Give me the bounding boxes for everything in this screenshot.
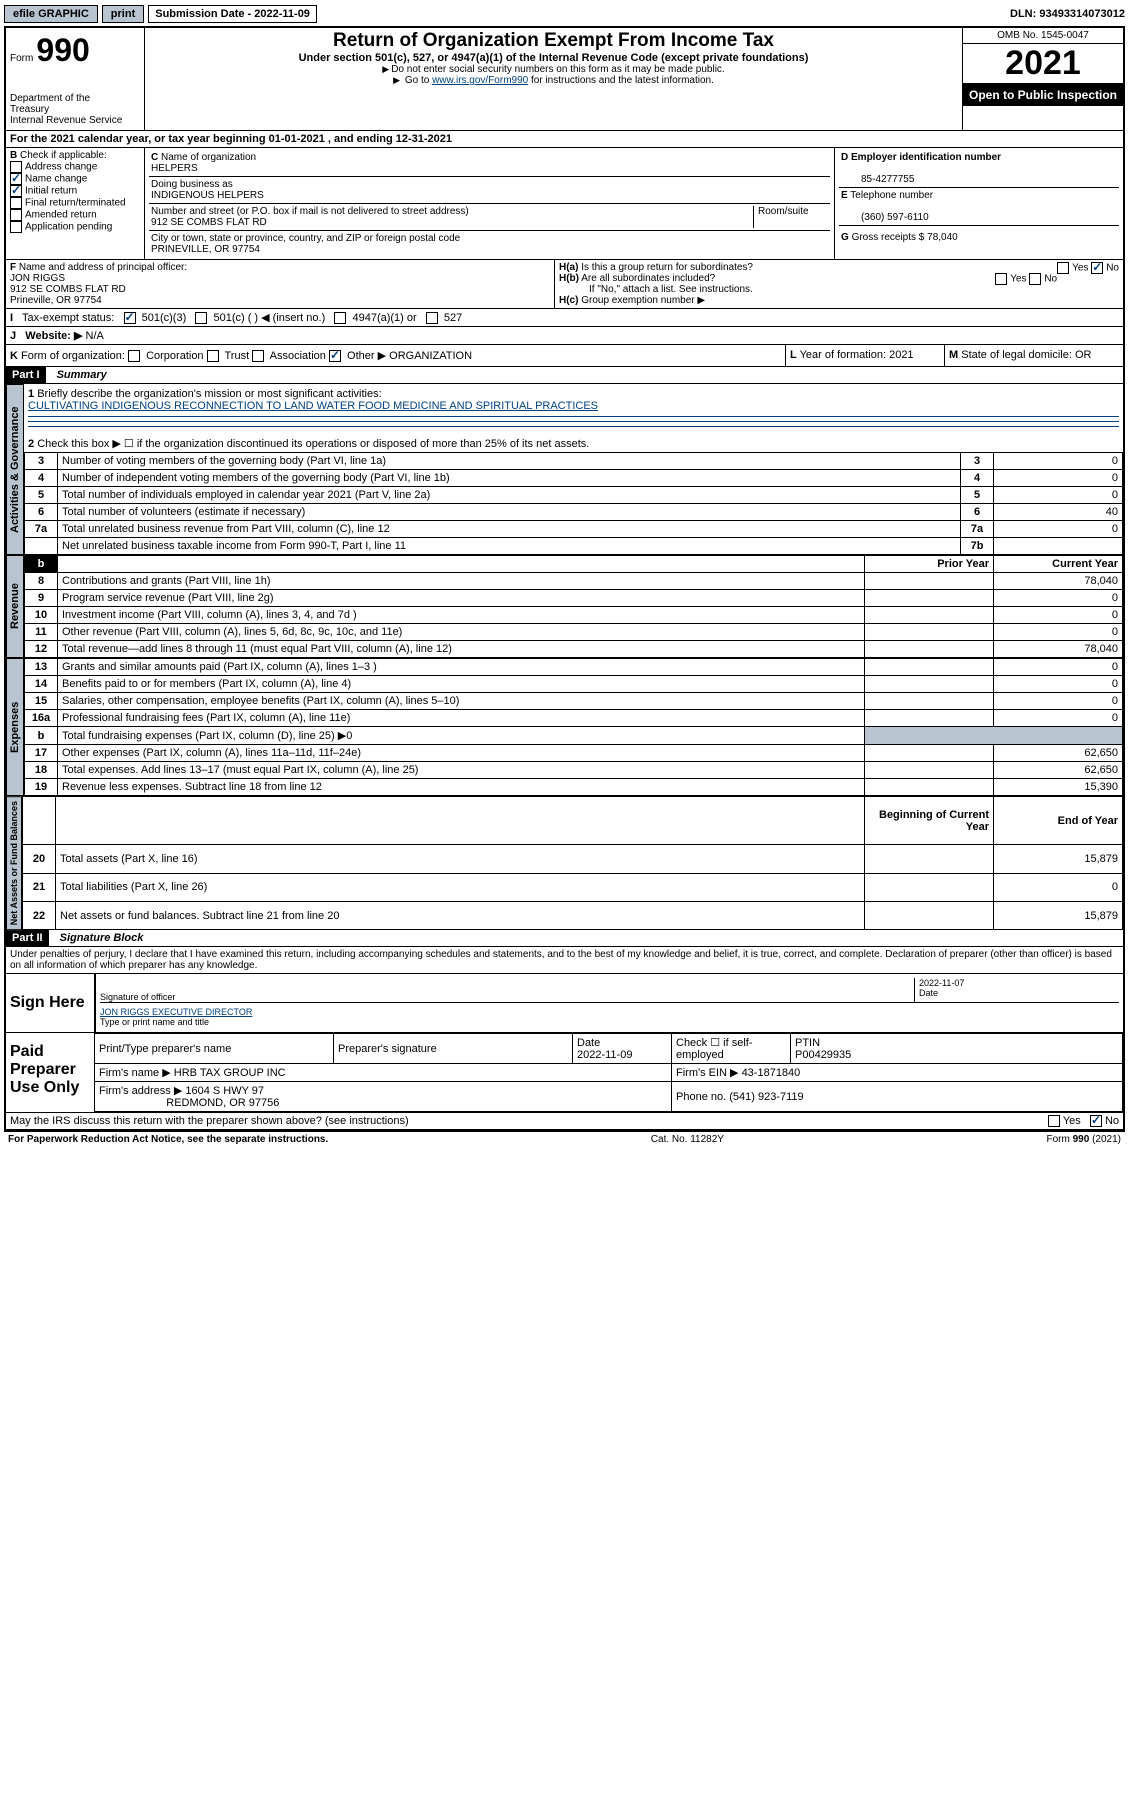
form-prefix: Form [10,53,33,64]
note-link: Go to www.irs.gov/Form990 for instructio… [147,75,960,86]
cb-initial[interactable] [10,185,22,197]
cb-501c3[interactable] [124,312,136,324]
discuss-no[interactable] [1090,1115,1102,1127]
balances-table: Beginning of Current YearEnd of Year 20T… [22,796,1123,930]
submission-date: Submission Date - 2022-11-09 [148,5,317,23]
firm-phone: (541) 923-7119 [729,1091,803,1103]
print-button[interactable]: print [102,5,144,23]
dept-treasury: Department of theTreasuryInternal Revenu… [10,93,140,126]
year-formation: 2021 [889,349,913,361]
part-i: Part I Summary Activities & Governance 1… [6,367,1123,930]
firm-name: HRB TAX GROUP INC [174,1067,286,1079]
preparer-table: Print/Type preparer's name Preparer's si… [94,1033,1123,1112]
cb-trust[interactable] [207,350,219,362]
org-name: HELPERS [151,163,198,174]
cb-527[interactable] [426,312,438,324]
perjury-statement: Under penalties of perjury, I declare th… [6,947,1123,973]
cb-4947[interactable] [334,312,346,324]
footer: For Paperwork Reduction Act Notice, see … [4,1132,1125,1147]
vlabel-activities: Activities & Governance [6,384,24,555]
part-ii: Part II Signature Block Under penalties … [6,930,1123,1130]
inspection-notice: Open to Public Inspection [963,84,1123,106]
firm-addr2: REDMOND, OR 97756 [166,1097,279,1109]
cb-other[interactable] [329,350,341,362]
tax-year: 2021 [963,44,1123,84]
efile-label: efile GRAPHIC [4,5,98,23]
revenue-table: bPrior YearCurrent Year 8Contributions a… [24,555,1123,658]
city: PRINEVILLE, OR 97754 [151,244,260,255]
gross-receipts: 78,040 [927,232,958,243]
form-number: 990 [36,32,89,68]
sign-here-label: Sign Here [6,974,94,1032]
ha-yes[interactable] [1057,262,1069,274]
k-other: ORGANIZATION [389,350,472,362]
cb-amended[interactable] [10,209,22,221]
ptin: P00429935 [795,1049,851,1061]
vlabel-balances: Net Assets or Fund Balances [6,796,22,930]
sig-date: 2022-11-07 [919,978,964,988]
dln: DLN: 93493314073012 [1010,8,1125,20]
cb-final[interactable] [10,197,22,209]
cb-corp[interactable] [128,350,140,362]
col-deg: D Employer identification number 85-4277… [835,148,1123,259]
expenses-table: 13Grants and similar amounts paid (Part … [24,658,1123,796]
note-ssn: Do not enter social security numbers on … [147,64,960,75]
discuss-yes[interactable] [1048,1115,1060,1127]
line-klm: K Form of organization: Corporation Trus… [6,345,1123,367]
mission: CULTIVATING INDIGENOUS RECONNECTION TO L… [28,400,598,412]
line-i: I Tax-exempt status: 501(c)(3) 501(c) ( … [6,309,1123,327]
omb-number: OMB No. 1545-0047 [963,28,1123,44]
firm-ein: 43-1871840 [742,1067,801,1079]
col-b: B Check if applicable: Address change Na… [6,148,145,259]
phone: (360) 597-6110 [841,212,929,223]
street: 912 SE COMBS FLAT RD [151,217,267,228]
irs-link[interactable]: www.irs.gov/Form990 [432,75,528,86]
domicile: OR [1075,349,1092,361]
form-subtitle: Under section 501(c), 527, or 4947(a)(1)… [147,52,960,64]
paid-preparer-label: Paid Preparer Use Only [6,1033,94,1112]
firm-addr1: 1604 S HWY 97 [185,1085,264,1097]
form-title: Return of Organization Exempt From Incom… [147,30,960,52]
topbar: efile GRAPHIC print Submission Date - 20… [4,4,1125,24]
ha-no[interactable] [1091,262,1103,274]
hb-yes[interactable] [995,273,1007,285]
cb-pending[interactable] [10,221,22,233]
form-header: Form 990 Department of theTreasuryIntern… [6,28,1123,131]
cb-501c[interactable] [195,312,207,324]
section-fh: F Name and address of principal officer:… [6,260,1123,309]
governance-table: 3Number of voting members of the governi… [24,452,1123,555]
officer-name: JON RIGGS [10,273,65,284]
website: N/A [86,330,104,342]
cb-assoc[interactable] [252,350,264,362]
hb-no[interactable] [1029,273,1041,285]
line-a: For the 2021 calendar year, or tax year … [6,131,1123,148]
officer-sig-name: JON RIGGS EXECUTIVE DIRECTOR [100,1007,252,1017]
col-c: C Name of organization HELPERS Doing bus… [145,148,835,259]
vlabel-revenue: Revenue [6,555,24,658]
vlabel-expenses: Expenses [6,658,24,796]
ein: 85-4277755 [841,174,914,185]
line-j: J Website: ▶ N/A [6,327,1123,345]
dba: INDIGENOUS HELPERS [151,190,264,201]
room-suite: Room/suite [753,206,828,228]
form-container: Form 990 Department of theTreasuryIntern… [4,26,1125,1132]
section-bcdefg: B Check if applicable: Address change Na… [6,148,1123,260]
